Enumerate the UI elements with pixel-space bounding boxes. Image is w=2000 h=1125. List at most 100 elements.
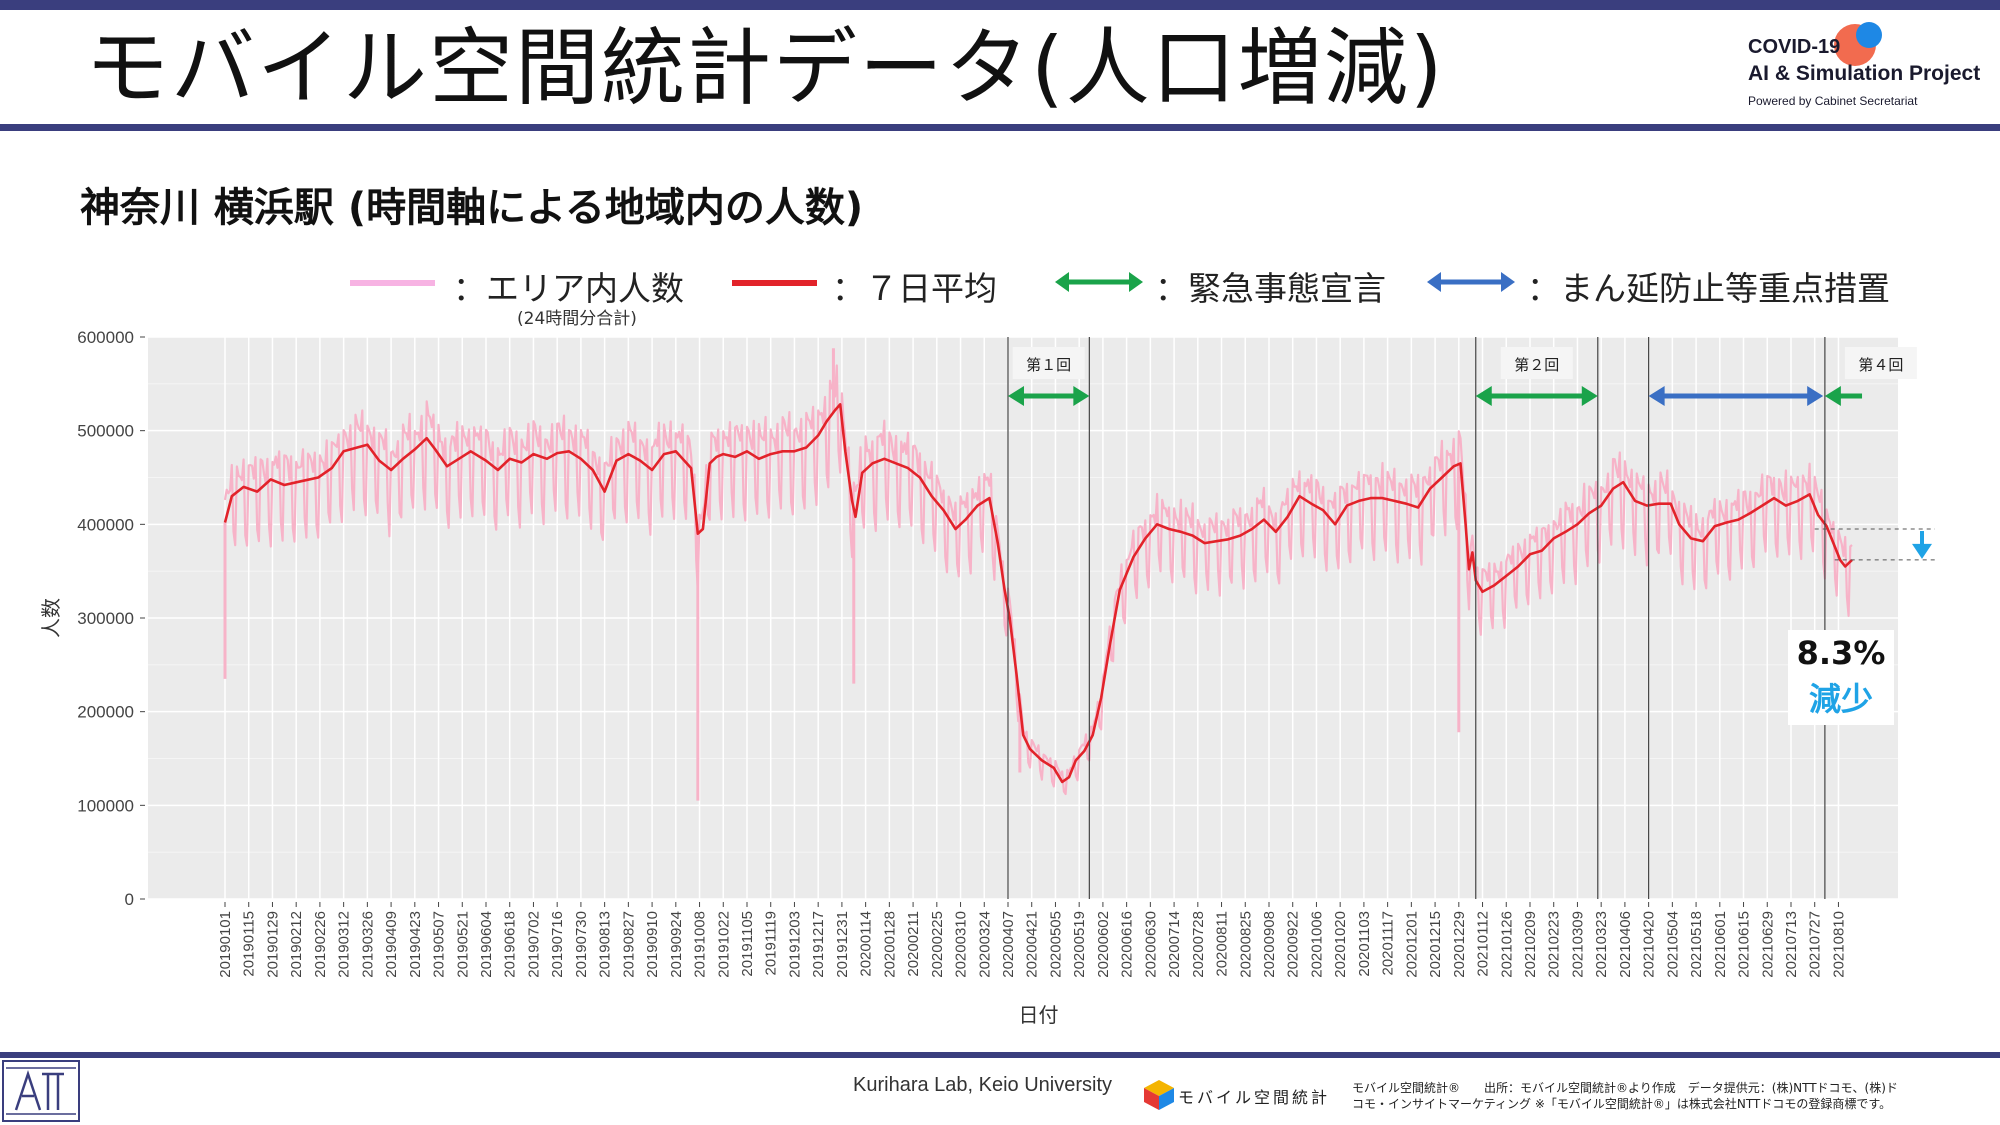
result-box: 8.3% 減少 bbox=[1788, 630, 1894, 725]
brand-cube-icon bbox=[1144, 1080, 1174, 1110]
legend-label-emergency: ：緊急事態宣言 bbox=[1155, 269, 1386, 308]
footer-divider bbox=[0, 1052, 2000, 1058]
x-tick-label: 20191119 bbox=[763, 911, 780, 976]
x-tick-label: 20210406 bbox=[1617, 911, 1634, 978]
x-tick-label: 20201006 bbox=[1308, 911, 1325, 978]
y-tick-label: 600000 bbox=[77, 328, 134, 347]
title-divider bbox=[0, 124, 2000, 131]
x-tick-label: 20200714 bbox=[1166, 911, 1183, 978]
period-label: 第４回 bbox=[1858, 356, 1903, 374]
footer-credit: モバイル空間統計® 出所：モバイル空間統計®より作成 データ提供元：(株)NTT… bbox=[1352, 1080, 1898, 1112]
x-tick-label: 20210420 bbox=[1641, 911, 1658, 978]
x-tick-label: 20210518 bbox=[1688, 911, 1705, 978]
footer-credit-line-2: コモ・インサイトマーケティング ※「モバイル空間統計®」は株式会社NTTドコモの… bbox=[1352, 1097, 1892, 1111]
x-tick-label: 20210209 bbox=[1522, 911, 1539, 978]
y-tick-label: 400000 bbox=[77, 515, 134, 534]
x-tick-label: 20200407 bbox=[1000, 911, 1017, 978]
x-tick-label: 20190730 bbox=[573, 911, 590, 978]
x-tick-label: 20200825 bbox=[1237, 911, 1254, 978]
period-arrow-right-icon bbox=[1807, 386, 1824, 406]
x-tick-label: 20210629 bbox=[1759, 911, 1776, 978]
legend-label-semi-emergency: ：まん延防止等重点措置 bbox=[1527, 269, 1890, 308]
x-tick-label: 20200310 bbox=[953, 911, 970, 978]
x-tick-label: 20210309 bbox=[1569, 911, 1586, 978]
x-tick-label: 20200324 bbox=[976, 911, 993, 978]
footer-credit-line-1: モバイル空間統計® 出所：モバイル空間統計®より作成 データ提供元：(株)NTT… bbox=[1352, 1081, 1898, 1095]
x-tick-label: 20210615 bbox=[1736, 911, 1753, 978]
x-tick-label: 20200630 bbox=[1142, 911, 1159, 978]
x-tick-label: 20201103 bbox=[1356, 911, 1373, 977]
x-tick-label: 20200602 bbox=[1095, 911, 1112, 978]
x-tick-label: 20210126 bbox=[1498, 911, 1515, 978]
daily-area-line bbox=[223, 364, 1853, 796]
period-2: 第２回 bbox=[1475, 337, 1599, 899]
period-label: 第１回 bbox=[1026, 356, 1071, 374]
period-3 bbox=[1648, 337, 1824, 899]
logo-line-2: AI & Simulation Project bbox=[1748, 62, 1981, 85]
x-tick-label: 20190409 bbox=[383, 911, 400, 978]
legend-note-area: (24時間分合計) bbox=[517, 309, 637, 329]
x-tick-label: 20190618 bbox=[502, 911, 519, 978]
y-axis-label: 人数 bbox=[39, 598, 63, 638]
x-tick-label: 20191217 bbox=[810, 911, 827, 978]
period-arrow-left-icon bbox=[1648, 386, 1665, 406]
x-tick-label: 20210112 bbox=[1475, 911, 1492, 977]
annotation-down-arrow-icon bbox=[1912, 543, 1932, 559]
x-axis-label: 日付 bbox=[1019, 1003, 1059, 1027]
seven-day-average-line bbox=[223, 403, 1853, 784]
x-tick-label: 20200421 bbox=[1024, 911, 1041, 978]
x-tick-label: 20210601 bbox=[1712, 911, 1729, 978]
page-title: モバイル空間統計データ(人口増減) bbox=[85, 19, 1445, 117]
period-4: 第４回 bbox=[1824, 337, 1917, 899]
x-tick-label: 20210810 bbox=[1830, 911, 1847, 978]
logo-line-1: COVID-19 bbox=[1748, 36, 1841, 58]
legend-label-avg: ：７日平均 bbox=[832, 269, 997, 308]
result-value: 8.3% bbox=[1796, 634, 1886, 672]
x-tick-label: 20210323 bbox=[1593, 911, 1610, 978]
legend-green-arrow-icon bbox=[1055, 272, 1143, 292]
x-tick-label: 20190716 bbox=[549, 911, 566, 978]
y-tick-label: 100000 bbox=[77, 796, 134, 815]
y-tick-label: 0 bbox=[125, 890, 134, 909]
x-tick-label: 20190910 bbox=[644, 911, 661, 978]
period-arrow-left-icon bbox=[1475, 386, 1492, 406]
logo-line-3: Powered by Cabinet Secretariat bbox=[1748, 94, 1918, 108]
x-tick-label: 20191008 bbox=[692, 911, 709, 978]
y-tick-label: 500000 bbox=[77, 422, 134, 441]
chart-subtitle: 神奈川 横浜駅 (時間軸による地域内の人数) bbox=[80, 185, 864, 231]
period-label-box bbox=[1500, 347, 1573, 379]
x-tick-label: 20190129 bbox=[264, 911, 281, 978]
x-tick-label: 20210713 bbox=[1783, 911, 1800, 978]
legend-swatch-area bbox=[350, 280, 435, 286]
x-tick-label: 20190326 bbox=[359, 911, 376, 978]
x-tick-label: 20190312 bbox=[336, 911, 353, 978]
period-label: 第２回 bbox=[1514, 356, 1559, 374]
legend: ：エリア内人数 (24時間分合計) ：７日平均 ：緊急事態宣言 ：まん延防止等重… bbox=[345, 258, 1905, 329]
x-tick-label: 20210727 bbox=[1807, 911, 1824, 978]
result-label: 減少 bbox=[1808, 680, 1873, 718]
x-tick-label: 20200811 bbox=[1214, 911, 1231, 977]
logo-blue-dot-icon bbox=[1856, 22, 1882, 48]
x-tick-label: 20200922 bbox=[1285, 911, 1302, 978]
period-1: 第１回 bbox=[1007, 337, 1090, 899]
x-tick-label: 20201229 bbox=[1451, 911, 1468, 978]
x-tick-label: 20210504 bbox=[1664, 911, 1681, 978]
footer-lab-name: Kurihara Lab, Keio University bbox=[853, 1074, 1113, 1096]
x-tick-label: 20190423 bbox=[407, 911, 424, 978]
university-logo-icon bbox=[2, 1060, 80, 1122]
x-tick-label: 20201117 bbox=[1380, 911, 1397, 976]
x-tick-label: 20190521 bbox=[454, 911, 471, 978]
top-bar bbox=[0, 0, 2000, 10]
x-tick-label: 20190813 bbox=[597, 911, 614, 978]
x-tick-label: 20190226 bbox=[312, 911, 329, 978]
x-tick-label: 20190827 bbox=[620, 911, 637, 978]
x-tick-label: 20191022 bbox=[715, 911, 732, 978]
x-tick-label: 20200616 bbox=[1119, 911, 1136, 978]
x-tick-label: 20200225 bbox=[929, 911, 946, 978]
x-tick-label: 20191203 bbox=[786, 911, 803, 978]
population-chart: 0 100000 200000 300000 400000 500000 600000 201… bbox=[39, 328, 1935, 1027]
x-tick-label: 20190507 bbox=[431, 911, 448, 978]
x-tick-label: 20200519 bbox=[1071, 911, 1088, 978]
legend-label-area: ：エリア内人数 bbox=[453, 269, 684, 308]
x-tick-label: 20200908 bbox=[1261, 911, 1278, 978]
